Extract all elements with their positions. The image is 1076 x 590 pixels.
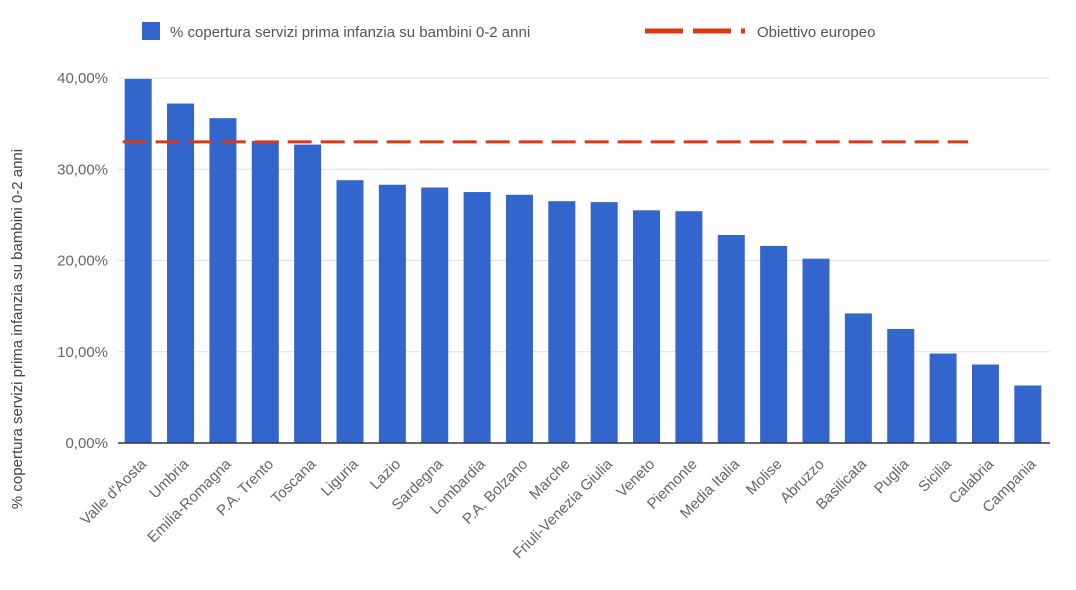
y-tick-label: 30,00%	[57, 161, 108, 178]
x-tick-label: Valle d'Aosta	[77, 455, 150, 528]
bar	[505, 194, 533, 443]
bar	[294, 144, 322, 444]
x-tick-label: Liguria	[318, 455, 362, 499]
x-tick-label: Sicilia	[915, 455, 955, 495]
bar	[844, 313, 872, 443]
y-axis-title: % copertura servizi prima infanzia su ba…	[9, 149, 26, 509]
x-tick-label: Lazio	[367, 456, 404, 493]
x-tick-label: Toscana	[268, 455, 320, 507]
bar	[336, 180, 364, 443]
x-tick-label: Puglia	[871, 455, 913, 497]
bar	[548, 201, 576, 443]
bar	[633, 210, 661, 443]
bar	[421, 187, 449, 443]
bar	[209, 118, 237, 444]
y-tick-label: 40,00%	[57, 70, 108, 87]
bars	[124, 78, 1042, 444]
bar	[802, 258, 830, 443]
legend-label-target: Obiettivo europeo	[757, 24, 875, 41]
legend: % copertura servizi prima infanzia su ba…	[142, 22, 875, 41]
bar	[590, 202, 618, 443]
legend-swatch-coverage	[142, 22, 160, 40]
y-tick-label: 0,00%	[65, 435, 108, 452]
bar	[124, 78, 152, 443]
bar	[167, 103, 195, 444]
bar	[887, 328, 915, 443]
bar	[760, 245, 788, 443]
bar	[675, 211, 703, 443]
bar	[717, 234, 745, 443]
y-tick-label: 10,00%	[57, 344, 108, 361]
bar	[929, 353, 957, 443]
legend-label-coverage: % copertura servizi prima infanzia su ba…	[170, 24, 530, 41]
bar	[378, 184, 406, 443]
y-tick-label: 20,00%	[57, 253, 108, 270]
bar	[463, 192, 491, 443]
bar	[971, 364, 999, 443]
bar	[1014, 385, 1042, 443]
y-axis-ticks: 0,00% 10,00% 20,00% 30,00% 40,00%	[57, 70, 108, 452]
bar	[251, 140, 279, 443]
